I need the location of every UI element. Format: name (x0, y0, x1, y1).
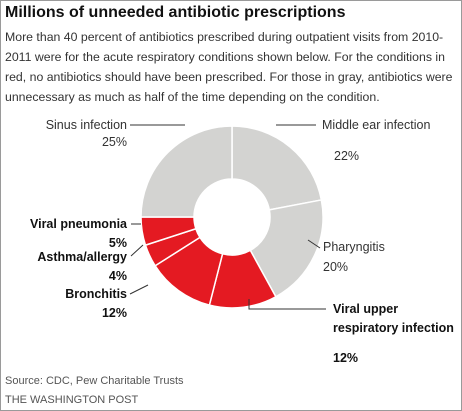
value-bronchitis: 12% (102, 306, 127, 320)
slice-sinus-infection (140, 125, 233, 218)
value-viral-pneumonia: 5% (109, 236, 127, 250)
leader-line-viral-upper-respiratory-infection (248, 299, 326, 310)
label-middle-ear-infection: Middle ear infection (322, 118, 430, 132)
source-note: Source: CDC, Pew Charitable Trusts (5, 375, 184, 387)
slice-middle-ear-infection (231, 125, 323, 211)
label-pharyngitis: Pharyngitis (323, 240, 385, 254)
value-middle-ear-infection: 22% (334, 149, 359, 163)
label-bronchitis: Bronchitis (65, 287, 127, 301)
leader-line-asthma-allergy (130, 244, 144, 257)
value-pharyngitis: 20% (323, 260, 348, 274)
label-sinus-infection: Sinus infection (46, 118, 127, 132)
chart-subtitle: More than 40 percent of antibiotics pres… (5, 30, 453, 104)
value-sinus-infection: 25% (102, 135, 127, 149)
label-viral-upper-respiratory-infection-line-1: Viral upper (333, 302, 398, 316)
slice-pharyngitis (249, 199, 324, 298)
label-viral-pneumonia: Viral pneumonia (30, 217, 128, 231)
leader-line-pharyngitis (307, 239, 321, 249)
credit-line: THE WASHINGTON POST (5, 394, 139, 406)
value-viral-upper-respiratory-infection: 12% (333, 351, 358, 365)
leader-line-bronchitis (129, 284, 149, 295)
value-asthma-allergy: 4% (109, 269, 127, 283)
label-viral-upper-respiratory-infection-line-2: respiratory infection (333, 321, 454, 335)
chart-title: Millions of unneeded antibiotic prescrip… (5, 4, 346, 21)
label-asthma-allergy: Asthma/allergy (37, 250, 127, 264)
